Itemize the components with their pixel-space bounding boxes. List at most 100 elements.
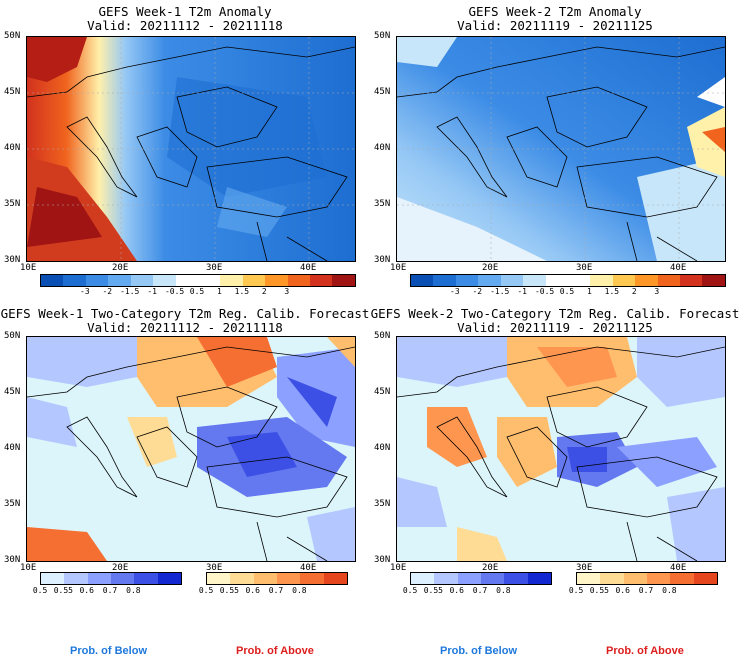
anomaly-field-week1	[27, 37, 355, 261]
colorbar-swatch	[332, 275, 355, 286]
anomaly-colorbar	[40, 274, 356, 287]
panel-valid-dates: Valid: 20211119 - 20211125	[457, 18, 653, 33]
lat-label: 50N	[4, 31, 21, 41]
panel-valid-dates: Valid: 20211119 - 20211125	[457, 320, 653, 335]
colorbar-swatch	[41, 573, 65, 584]
lat-label: 40N	[374, 143, 391, 153]
colorbar-swatch	[220, 275, 243, 286]
prob-above-caption: Prob. of Above	[606, 645, 684, 657]
colorbar-tick-label: 0.55	[589, 586, 609, 595]
lat-label: 30N	[4, 555, 21, 565]
colorbar-swatch	[646, 573, 671, 584]
colorbar-tick-label: -1	[147, 287, 157, 296]
colorbar-tick-label: 0.5	[198, 586, 214, 595]
colorbar-tick-label: 0.6	[449, 586, 464, 595]
anomaly-colorbar	[410, 274, 726, 287]
lon-label: 20E	[112, 263, 129, 273]
colorbar-swatch	[693, 573, 717, 584]
colorbar-swatch	[411, 573, 435, 584]
panel-title: GEFS Week-2 T2m Anomaly	[468, 4, 642, 19]
colorbar-swatch	[600, 573, 624, 584]
lat-label: 30N	[4, 255, 21, 265]
colorbar-swatch	[478, 275, 501, 286]
colorbar-tick-label: 0.5	[568, 586, 584, 595]
prob-field-week1	[27, 337, 355, 561]
colorbar-tick-label: 1	[587, 287, 592, 296]
colorbar-swatch	[323, 573, 347, 584]
lon-label: 30E	[576, 563, 593, 573]
colorbar-tick-label: 1.5	[604, 287, 620, 296]
colorbar-swatch	[153, 275, 176, 286]
colorbar-tick-label: 0.8	[126, 586, 141, 595]
colorbar-swatch	[612, 275, 636, 286]
colorbar-swatch	[207, 573, 231, 584]
lat-label: 35N	[4, 499, 21, 509]
lat-label: 45N	[374, 387, 391, 397]
lon-label: 10E	[390, 263, 407, 273]
lon-label: 10E	[20, 263, 37, 273]
colorbar-tick-label: -0.5	[534, 287, 555, 296]
panel-valid-dates: Valid: 20211112 - 20211118	[87, 320, 283, 335]
colorbar-swatch	[455, 275, 479, 286]
colorbar-swatch	[134, 573, 158, 584]
colorbar-swatch	[310, 275, 333, 286]
colorbar-tick-label: -1.5	[120, 287, 140, 296]
colorbar-tick-label: -3	[450, 287, 460, 296]
colorbar-swatch	[434, 573, 458, 584]
colorbar-swatch	[64, 573, 88, 584]
lat-label: 30N	[374, 555, 391, 565]
prob-map-week1	[26, 336, 356, 562]
lat-label: 45N	[374, 87, 391, 97]
colorbar-tick-label: 0.55	[219, 586, 239, 595]
below-colorbar	[40, 572, 182, 585]
colorbar-swatch	[523, 275, 546, 286]
colorbar-swatch	[130, 275, 154, 286]
lon-label: 10E	[390, 563, 407, 573]
anomaly-map-week1	[26, 36, 356, 262]
colorbar-swatch	[702, 275, 725, 286]
colorbar-swatch	[287, 275, 311, 286]
lat-label: 45N	[4, 387, 21, 397]
colorbar-swatch	[577, 573, 601, 584]
below-colorbar	[410, 572, 552, 585]
lon-label: 40E	[300, 563, 317, 573]
colorbar-swatch	[500, 275, 524, 286]
prob-map-week2	[396, 336, 726, 562]
anomaly-map-week2	[396, 36, 726, 262]
colorbar-swatch	[242, 275, 266, 286]
colorbar-tick-label: 0.55	[53, 586, 73, 595]
colorbar-swatch	[41, 275, 64, 286]
colorbar-tick-label: 0.5	[189, 287, 205, 296]
colorbar-swatch	[480, 573, 505, 584]
colorbar-swatch	[623, 573, 647, 584]
colorbar-tick-label: -2	[102, 287, 113, 296]
prob-below-caption: Prob. of Below	[70, 645, 147, 657]
colorbar-tick-label: 0.6	[79, 586, 94, 595]
panel-week1-anomaly: GEFS Week-1 T2m Anomaly Valid: 20211112 …	[0, 0, 370, 330]
lat-label: 50N	[4, 331, 21, 341]
colorbar-swatch	[276, 573, 301, 584]
colorbar-swatch	[108, 275, 131, 286]
colorbar-swatch	[87, 573, 111, 584]
above-colorbar	[206, 572, 348, 585]
colorbar-swatch	[197, 275, 221, 286]
colorbar-tick-label: 3	[284, 287, 290, 296]
colorbar-swatch	[230, 573, 254, 584]
lat-label: 45N	[4, 87, 21, 97]
colorbar-tick-label: -3	[80, 287, 90, 296]
colorbar-swatch	[85, 275, 109, 286]
lat-label: 40N	[374, 443, 391, 453]
colorbar-tick-label: 2	[631, 287, 637, 296]
colorbar-swatch	[567, 275, 591, 286]
colorbar-tick-label: 0.7	[268, 586, 284, 595]
lat-label: 50N	[374, 331, 391, 341]
lon-label: 40E	[670, 263, 687, 273]
lon-label: 40E	[300, 263, 317, 273]
colorbar-swatch	[680, 275, 703, 286]
colorbar-tick-label: 0.6	[615, 586, 630, 595]
colorbar-tick-label: -0.5	[164, 287, 185, 296]
lat-label: 40N	[4, 443, 21, 453]
panel-title: GEFS Week-2 Two-Category T2m Reg. Calib.…	[370, 306, 740, 321]
colorbar-tick-label: -1.5	[490, 287, 510, 296]
colorbar-swatch	[590, 275, 613, 286]
